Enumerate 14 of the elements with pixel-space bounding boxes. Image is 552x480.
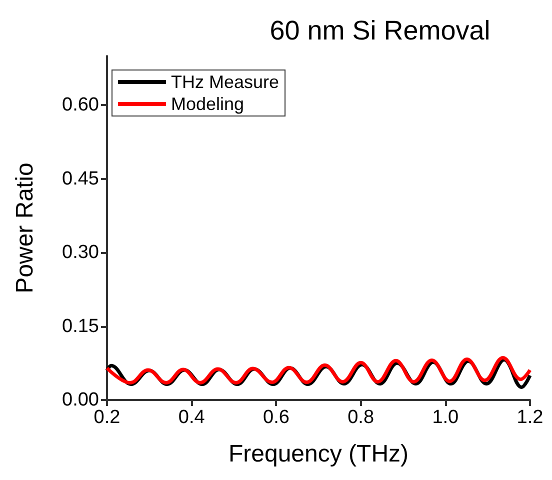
x-tick-label: 0.6 [262,407,290,428]
y-axis-title: Power Ratio [12,162,38,294]
x-axis-title: Frequency (THz) [228,440,409,468]
y-tick-label: 0.60 [62,94,99,116]
x-tick-label: 0.4 [178,407,206,428]
x-tick-label: 1.2 [516,407,544,428]
legend-label: THz Measure [171,72,280,92]
y-tick-label: 0.45 [62,168,99,190]
y-tick-label: 0.30 [62,242,99,264]
chart-title: 60 nm Si Removal [270,16,490,46]
x-tick-label: 0.8 [348,407,374,428]
y-tick-label: 0.15 [62,316,99,337]
x-tick-label: 1.0 [432,407,459,428]
legend-label: Modeling [171,94,244,114]
